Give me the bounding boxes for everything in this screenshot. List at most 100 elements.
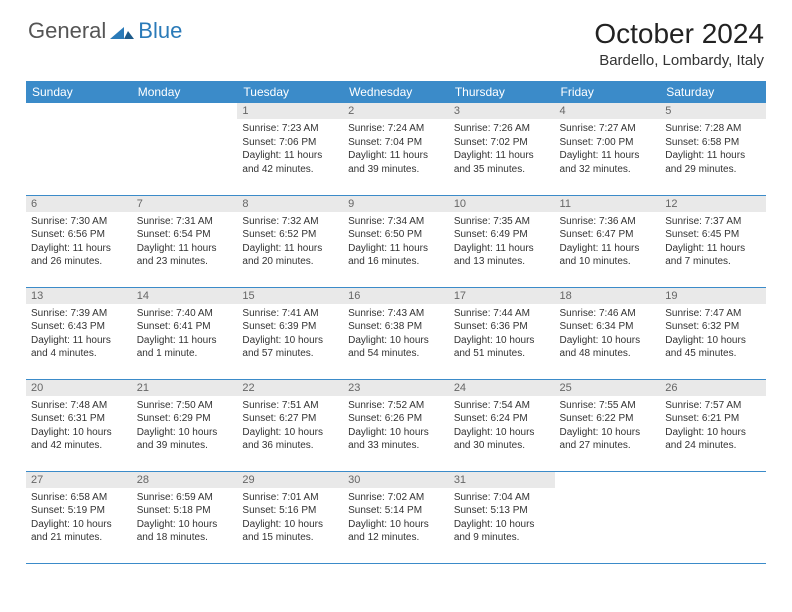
- calendar-day-cell: 14Sunrise: 7:40 AMSunset: 6:41 PMDayligh…: [132, 287, 238, 379]
- sunset-text: Sunset: 6:49 PM: [454, 228, 550, 242]
- title-block: October 2024 Bardello, Lombardy, Italy: [594, 18, 764, 69]
- day-details: Sunrise: 7:28 AMSunset: 6:58 PMDaylight:…: [660, 119, 766, 179]
- sunset-text: Sunset: 6:24 PM: [454, 412, 550, 426]
- day-details: Sunrise: 7:50 AMSunset: 6:29 PMDaylight:…: [132, 396, 238, 456]
- day-details: Sunrise: 7:52 AMSunset: 6:26 PMDaylight:…: [343, 396, 449, 456]
- daylight-text: Daylight: 11 hours and 10 minutes.: [560, 242, 656, 269]
- sunset-text: Sunset: 6:32 PM: [665, 320, 761, 334]
- sunrise-text: Sunrise: 7:30 AM: [31, 215, 127, 229]
- day-number: 5: [660, 103, 766, 119]
- calendar-day-cell: 15Sunrise: 7:41 AMSunset: 6:39 PMDayligh…: [237, 287, 343, 379]
- day-number: [660, 472, 766, 476]
- sunset-text: Sunset: 6:29 PM: [137, 412, 233, 426]
- daylight-text: Daylight: 11 hours and 4 minutes.: [31, 334, 127, 361]
- sunset-text: Sunset: 5:18 PM: [137, 504, 233, 518]
- weekday-header: Tuesday: [237, 81, 343, 103]
- daylight-text: Daylight: 11 hours and 16 minutes.: [348, 242, 444, 269]
- calendar-day-cell: 13Sunrise: 7:39 AMSunset: 6:43 PMDayligh…: [26, 287, 132, 379]
- daylight-text: Daylight: 11 hours and 42 minutes.: [242, 149, 338, 176]
- day-number: 8: [237, 196, 343, 212]
- sunrise-text: Sunrise: 7:40 AM: [137, 307, 233, 321]
- calendar-body: 1Sunrise: 7:23 AMSunset: 7:06 PMDaylight…: [26, 103, 766, 563]
- location-text: Bardello, Lombardy, Italy: [594, 52, 764, 69]
- calendar-day-cell: 28Sunrise: 6:59 AMSunset: 5:18 PMDayligh…: [132, 471, 238, 563]
- sunset-text: Sunset: 7:04 PM: [348, 136, 444, 150]
- weekday-row: SundayMondayTuesdayWednesdayThursdayFrid…: [26, 81, 766, 103]
- daylight-text: Daylight: 10 hours and 21 minutes.: [31, 518, 127, 545]
- calendar-day-cell: 30Sunrise: 7:02 AMSunset: 5:14 PMDayligh…: [343, 471, 449, 563]
- sunrise-text: Sunrise: 7:47 AM: [665, 307, 761, 321]
- day-number: 1: [237, 103, 343, 119]
- sunset-text: Sunset: 6:21 PM: [665, 412, 761, 426]
- sunrise-text: Sunrise: 7:52 AM: [348, 399, 444, 413]
- sunset-text: Sunset: 6:52 PM: [242, 228, 338, 242]
- daylight-text: Daylight: 10 hours and 30 minutes.: [454, 426, 550, 453]
- sunset-text: Sunset: 6:26 PM: [348, 412, 444, 426]
- sunrise-text: Sunrise: 7:04 AM: [454, 491, 550, 505]
- calendar-day-cell: 7Sunrise: 7:31 AMSunset: 6:54 PMDaylight…: [132, 195, 238, 287]
- sunset-text: Sunset: 6:22 PM: [560, 412, 656, 426]
- day-details: Sunrise: 7:54 AMSunset: 6:24 PMDaylight:…: [449, 396, 555, 456]
- page-header: General Blue October 2024 Bardello, Lomb…: [0, 0, 792, 77]
- weekday-header: Wednesday: [343, 81, 449, 103]
- sunrise-text: Sunrise: 7:50 AM: [137, 399, 233, 413]
- daylight-text: Daylight: 10 hours and 51 minutes.: [454, 334, 550, 361]
- sunrise-text: Sunrise: 7:23 AM: [242, 122, 338, 136]
- daylight-text: Daylight: 11 hours and 32 minutes.: [560, 149, 656, 176]
- daylight-text: Daylight: 10 hours and 45 minutes.: [665, 334, 761, 361]
- calendar-day-cell: 26Sunrise: 7:57 AMSunset: 6:21 PMDayligh…: [660, 379, 766, 471]
- day-number: 16: [343, 288, 449, 304]
- logo-text-blue: Blue: [138, 18, 182, 44]
- day-number: 11: [555, 196, 661, 212]
- day-details: Sunrise: 7:43 AMSunset: 6:38 PMDaylight:…: [343, 304, 449, 364]
- sunrise-text: Sunrise: 7:32 AM: [242, 215, 338, 229]
- daylight-text: Daylight: 11 hours and 20 minutes.: [242, 242, 338, 269]
- daylight-text: Daylight: 10 hours and 15 minutes.: [242, 518, 338, 545]
- sunset-text: Sunset: 5:14 PM: [348, 504, 444, 518]
- day-number: 7: [132, 196, 238, 212]
- logo-text-general: General: [28, 18, 106, 44]
- day-details: Sunrise: 7:40 AMSunset: 6:41 PMDaylight:…: [132, 304, 238, 364]
- calendar-day-cell: 5Sunrise: 7:28 AMSunset: 6:58 PMDaylight…: [660, 103, 766, 195]
- daylight-text: Daylight: 11 hours and 29 minutes.: [665, 149, 761, 176]
- calendar-day-cell: 25Sunrise: 7:55 AMSunset: 6:22 PMDayligh…: [555, 379, 661, 471]
- sunrise-text: Sunrise: 7:26 AM: [454, 122, 550, 136]
- day-number: 4: [555, 103, 661, 119]
- calendar-day-cell: [26, 103, 132, 195]
- day-number: 24: [449, 380, 555, 396]
- sunrise-text: Sunrise: 7:57 AM: [665, 399, 761, 413]
- sunset-text: Sunset: 6:54 PM: [137, 228, 233, 242]
- calendar-day-cell: 4Sunrise: 7:27 AMSunset: 7:00 PMDaylight…: [555, 103, 661, 195]
- calendar-day-cell: 17Sunrise: 7:44 AMSunset: 6:36 PMDayligh…: [449, 287, 555, 379]
- day-number: 10: [449, 196, 555, 212]
- day-details: Sunrise: 6:58 AMSunset: 5:19 PMDaylight:…: [26, 488, 132, 548]
- sunset-text: Sunset: 6:39 PM: [242, 320, 338, 334]
- logo: General Blue: [28, 18, 182, 44]
- calendar-day-cell: 1Sunrise: 7:23 AMSunset: 7:06 PMDaylight…: [237, 103, 343, 195]
- day-number: 17: [449, 288, 555, 304]
- calendar-day-cell: 22Sunrise: 7:51 AMSunset: 6:27 PMDayligh…: [237, 379, 343, 471]
- sunrise-text: Sunrise: 7:46 AM: [560, 307, 656, 321]
- sunset-text: Sunset: 6:41 PM: [137, 320, 233, 334]
- calendar-day-cell: [555, 471, 661, 563]
- calendar-day-cell: 18Sunrise: 7:46 AMSunset: 6:34 PMDayligh…: [555, 287, 661, 379]
- month-title: October 2024: [594, 18, 764, 50]
- daylight-text: Daylight: 10 hours and 39 minutes.: [137, 426, 233, 453]
- day-details: Sunrise: 7:04 AMSunset: 5:13 PMDaylight:…: [449, 488, 555, 548]
- sunrise-text: Sunrise: 7:39 AM: [31, 307, 127, 321]
- calendar-day-cell: 10Sunrise: 7:35 AMSunset: 6:49 PMDayligh…: [449, 195, 555, 287]
- day-number: 31: [449, 472, 555, 488]
- day-details: Sunrise: 7:27 AMSunset: 7:00 PMDaylight:…: [555, 119, 661, 179]
- calendar-day-cell: 20Sunrise: 7:48 AMSunset: 6:31 PMDayligh…: [26, 379, 132, 471]
- sunrise-text: Sunrise: 7:44 AM: [454, 307, 550, 321]
- sunset-text: Sunset: 6:58 PM: [665, 136, 761, 150]
- sunrise-text: Sunrise: 7:31 AM: [137, 215, 233, 229]
- day-details: Sunrise: 7:24 AMSunset: 7:04 PMDaylight:…: [343, 119, 449, 179]
- day-details: Sunrise: 7:02 AMSunset: 5:14 PMDaylight:…: [343, 488, 449, 548]
- calendar-week-row: 20Sunrise: 7:48 AMSunset: 6:31 PMDayligh…: [26, 379, 766, 471]
- calendar-week-row: 1Sunrise: 7:23 AMSunset: 7:06 PMDaylight…: [26, 103, 766, 195]
- day-number: 26: [660, 380, 766, 396]
- daylight-text: Daylight: 11 hours and 13 minutes.: [454, 242, 550, 269]
- sunrise-text: Sunrise: 7:24 AM: [348, 122, 444, 136]
- day-details: Sunrise: 7:37 AMSunset: 6:45 PMDaylight:…: [660, 212, 766, 272]
